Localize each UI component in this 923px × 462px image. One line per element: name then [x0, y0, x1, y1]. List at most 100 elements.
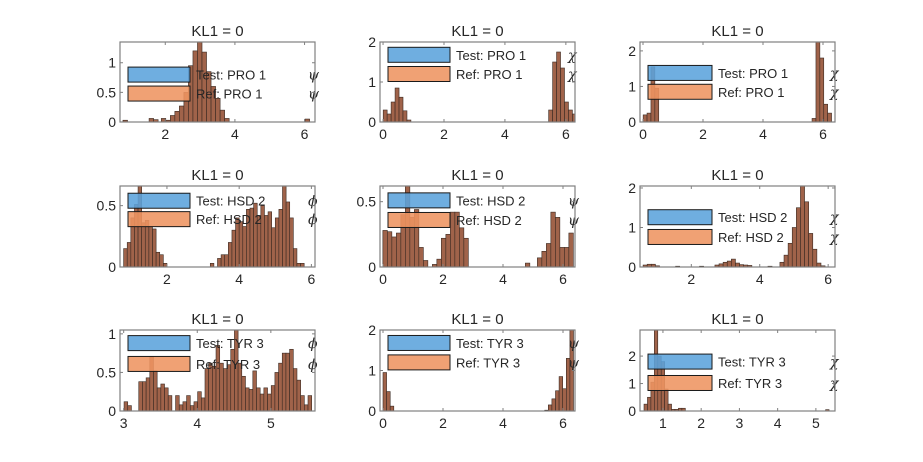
histogram-bar [681, 407, 686, 411]
histogram-bar [256, 387, 261, 411]
subplot-4: Test: HSD 2 ϕ Ref: HSD 2 ϕ 2 4 6 0 0.5 KL1 = 0 [97, 167, 318, 287]
histogram-bar [647, 396, 652, 411]
legend-label-test: Test: PRO 1 [456, 48, 526, 63]
x-tick-label: 6 [819, 126, 827, 142]
legend-symbol-ref: ψ [568, 213, 580, 229]
y-tick-label: 1 [108, 326, 116, 342]
histogram-bar [271, 227, 276, 267]
histogram-bar [722, 261, 728, 267]
histogram-bar [815, 41, 821, 122]
legend: Test: PRO 1 ψ Ref: PRO 1 ψ [127, 66, 320, 103]
histogram-bar [278, 362, 283, 411]
histogram-bar [560, 67, 565, 122]
histogram-bar [170, 115, 176, 122]
histogram-bar [263, 387, 268, 411]
histogram-bar [548, 109, 553, 122]
histogram-bar [804, 201, 809, 267]
y-tick-label: 1 [628, 376, 636, 392]
histogram-bar [390, 101, 396, 122]
histogram-bar [398, 96, 404, 122]
histogram-bar [667, 403, 672, 411]
legend-label-ref: Ref: HSD 2 [196, 212, 262, 227]
histogram-bar [123, 401, 129, 411]
legend-label-test: Test: HSD 2 [196, 194, 265, 209]
x-tick-label: 6 [562, 126, 570, 142]
y-tick-label: 0 [108, 403, 116, 419]
subplot-title: KL1 = 0 [451, 167, 503, 184]
x-tick-label: 5 [812, 415, 820, 431]
subplot-title: KL1 = 0 [451, 23, 503, 40]
histogram-bar [564, 101, 569, 122]
histogram-bar [219, 109, 225, 122]
histogram-bar [228, 242, 233, 267]
x-tick-label: 0 [379, 126, 387, 142]
histogram-bar [289, 217, 294, 267]
histogram-bar [223, 368, 228, 411]
histogram-bar [285, 201, 291, 267]
histogram-bar [459, 227, 465, 267]
histogram-bar [156, 387, 162, 411]
legend-label-ref: Ref: PRO 1 [718, 85, 784, 100]
x-tick-label: 4 [774, 415, 782, 431]
legend-label-test: Test: PRO 1 [196, 68, 266, 83]
histogram-bar [182, 401, 187, 411]
histogram-bars [123, 185, 305, 267]
histogram-bar [127, 405, 132, 411]
histogram-bar [264, 215, 269, 267]
histogram-bar [825, 409, 830, 411]
histogram-bar [178, 404, 184, 411]
histogram-bar [300, 263, 305, 267]
histogram-bar [296, 379, 301, 411]
histogram-bar [445, 234, 451, 267]
x-tick-label: 2 [439, 415, 447, 431]
x-tick-label: 4 [499, 271, 507, 287]
histogram-bar [731, 258, 736, 267]
histogram-bar [562, 388, 567, 411]
x-tick-label: 4 [193, 415, 201, 431]
axes-background [640, 330, 835, 411]
histogram-bar [414, 209, 420, 267]
y-tick-label: 0 [368, 403, 376, 419]
histogram-bar [231, 229, 236, 267]
histogram-bar [812, 248, 818, 267]
histogram-bar [224, 254, 229, 267]
histogram-bar [155, 251, 161, 267]
histogram-bar [555, 217, 561, 267]
subplot-title: KL1 = 0 [711, 23, 763, 40]
x-tick-label: 4 [759, 126, 767, 142]
histogram-bars [122, 41, 310, 122]
histogram-bar [224, 118, 230, 122]
histogram-bar [546, 243, 552, 267]
histogram-bar [441, 237, 447, 267]
legend-label-ref: Ref: TYR 3 [196, 357, 260, 372]
histogram-bar [238, 221, 244, 267]
x-tick-label: 2 [163, 271, 171, 287]
histogram-bar [808, 233, 814, 267]
histogram-bar [391, 236, 397, 267]
subplot-title: KL1 = 0 [191, 167, 243, 184]
subplot-title: KL1 = 0 [191, 311, 243, 328]
histogram-bar [559, 247, 565, 267]
histogram-bar [436, 258, 442, 267]
legend-swatch-ref [647, 374, 713, 391]
y-tick-label: 0 [368, 114, 376, 130]
histogram-bar [267, 211, 272, 267]
legend-symbol-ref: ϕ [308, 212, 318, 228]
histogram-bar [152, 228, 157, 267]
legend-swatch-ref [647, 83, 713, 100]
histogram-bar [304, 118, 310, 122]
histogram-bar [572, 113, 575, 122]
x-tick-label: 2 [439, 271, 447, 287]
x-tick-label: 3 [736, 415, 744, 431]
histogram-bar [293, 248, 298, 267]
histogram-bar [796, 207, 801, 267]
legend-label-ref: Ref: HSD 2 [718, 230, 784, 245]
legend-label-ref: Ref: TYR 3 [456, 355, 520, 370]
x-tick-label: 2 [440, 126, 448, 142]
histogram-bar [197, 391, 202, 411]
histogram-bar [141, 222, 146, 267]
legend-swatch-ref [127, 211, 191, 228]
